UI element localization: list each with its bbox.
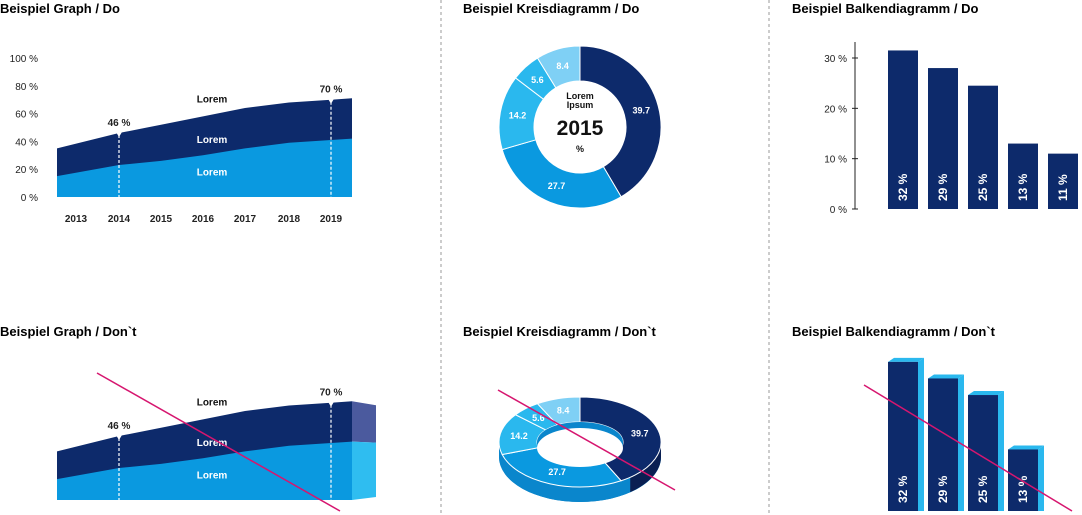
x-tick-label: 2014 xyxy=(108,214,131,225)
bar-value-label: 32 % xyxy=(896,173,910,201)
donut-slice-label: 27.7 xyxy=(548,181,566,191)
series-label-bottom: Lorem xyxy=(197,470,228,481)
annotation-marker xyxy=(116,132,122,138)
bar-side-face xyxy=(918,357,924,511)
bar-value-label: 29 % xyxy=(936,475,950,503)
series-label-bottom: Lorem xyxy=(197,167,228,178)
donut-slice-label: 39.7 xyxy=(631,428,649,438)
donut-center-line1: Lorem xyxy=(566,91,594,101)
y-tick-label: 0 % xyxy=(830,205,847,216)
y-tick-label: 60 % xyxy=(15,110,38,121)
donut-chart-dont: 39.7 27.7 14.2 5.6 8.4 xyxy=(498,396,662,502)
area-chart-dont: Lorem Lorem Lorem 46 % 70 % xyxy=(57,388,376,500)
bar xyxy=(1008,449,1038,511)
x-tick-label: 2013 xyxy=(65,214,88,225)
strike-line-bar xyxy=(863,384,1073,512)
bar-value-label: 25 % xyxy=(976,173,990,201)
y-tick-label: 30 % xyxy=(824,54,847,65)
bar-top-face xyxy=(888,357,924,362)
bar-top-face xyxy=(968,391,1004,396)
donut-hole-wall xyxy=(537,422,623,448)
title-graph-dont: Beispiel Graph / Don`t xyxy=(0,324,137,339)
donut-center-unit: % xyxy=(576,144,584,154)
bar-value-label: 13 % xyxy=(1016,173,1030,201)
annotation-marker xyxy=(328,401,334,407)
y-tick-label: 20 % xyxy=(15,165,38,176)
donut-slice xyxy=(536,45,581,89)
donut-hole-floor xyxy=(537,429,623,467)
donut-slice xyxy=(501,139,622,209)
title-graph-do: Beispiel Graph / Do xyxy=(0,1,120,16)
annotation-label: 46 % xyxy=(108,421,131,432)
bar xyxy=(928,378,958,511)
y-tick-label: 40 % xyxy=(15,137,38,148)
donut-slice xyxy=(579,45,662,198)
donut-slice-label: 27.7 xyxy=(548,467,566,477)
area-series-bottom xyxy=(57,138,352,197)
bar xyxy=(928,68,958,209)
x-tick-label: 2016 xyxy=(192,214,215,225)
title-bar-dont: Beispiel Balkendiagramm / Don`t xyxy=(792,324,996,339)
annotation-marker xyxy=(328,98,334,104)
x-tick-label: 2018 xyxy=(278,214,301,225)
series-label-top: Lorem xyxy=(197,94,228,105)
series-label-middle: Lorem xyxy=(197,135,228,146)
area-side-top xyxy=(352,401,376,443)
donut-slice-label: 14.2 xyxy=(510,431,528,441)
y-tick-label: 100 % xyxy=(10,54,38,65)
bar-top-face xyxy=(1008,445,1044,450)
bar-value-label: 32 % xyxy=(896,475,910,503)
bar-chart-do: 0 % 10 % 20 % 30 % 32 % 29 % 25 % 13 % 11 % xyxy=(824,42,1078,216)
y-tick-label: 20 % xyxy=(824,104,847,115)
area-series-bottom xyxy=(57,441,352,500)
y-tick-label: 80 % xyxy=(15,82,38,93)
strike-line-pie xyxy=(497,389,676,491)
donut-slice-label: 39.7 xyxy=(632,105,650,115)
strike-line-graph xyxy=(96,372,341,512)
bar-value-label: 25 % xyxy=(976,475,990,503)
area-chart-do: Lorem Lorem Lorem 46 % 70 % 0 % 20 % 40 % 60 % 80… xyxy=(10,54,352,225)
title-pie-dont: Beispiel Kreisdiagramm / Don`t xyxy=(463,324,657,339)
series-label-top: Lorem xyxy=(197,397,228,408)
bar xyxy=(968,85,998,209)
annotation-label: 70 % xyxy=(320,85,343,96)
bar-value-label: 11 % xyxy=(1056,174,1070,201)
annotation-label: 70 % xyxy=(320,388,343,399)
bar-chart-dont: 32 % 29 % 25 % 13 % xyxy=(888,357,1044,511)
bar xyxy=(968,395,998,511)
donut-center-line2: Ipsum xyxy=(567,100,594,110)
donut-slice-label: 5.6 xyxy=(532,413,545,423)
x-tick-label: 2019 xyxy=(320,214,343,225)
bar-top-face xyxy=(928,374,964,379)
y-tick-label: 10 % xyxy=(824,155,847,166)
bar-side-face xyxy=(958,374,964,511)
bar-value-label: 29 % xyxy=(936,173,950,201)
donut-slice-label: 8.4 xyxy=(557,406,570,416)
annotation-marker xyxy=(116,435,122,441)
donut-rim-front xyxy=(499,442,661,502)
bar-side-face xyxy=(998,391,1004,511)
area-side-bottom xyxy=(352,441,376,500)
title-bar-do: Beispiel Balkendiagramm / Do xyxy=(792,1,978,16)
donut-slice-label: 8.4 xyxy=(556,61,569,71)
y-tick-label: 0 % xyxy=(21,193,38,204)
title-pie-do: Beispiel Kreisdiagramm / Do xyxy=(463,1,639,16)
donut-slice-label: 5.6 xyxy=(531,75,544,85)
bar xyxy=(888,50,918,210)
donut-slice-label: 14.2 xyxy=(509,110,527,120)
bar-side-face xyxy=(1038,445,1044,511)
x-tick-label: 2015 xyxy=(150,214,173,225)
x-tick-label: 2017 xyxy=(234,214,257,225)
series-label-middle: Lorem xyxy=(197,438,228,449)
bar-value-label: 13 % xyxy=(1016,475,1030,503)
donut-center-year: 2015 xyxy=(557,117,604,140)
bar xyxy=(1048,153,1078,209)
annotation-label: 46 % xyxy=(108,118,131,129)
bar xyxy=(888,361,918,511)
bar xyxy=(1008,143,1038,209)
